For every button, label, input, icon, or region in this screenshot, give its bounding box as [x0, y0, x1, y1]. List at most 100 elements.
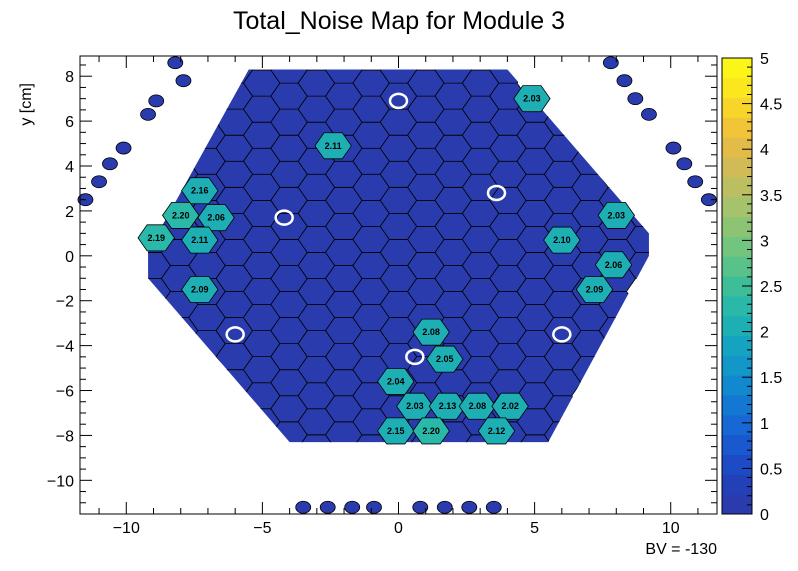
cell-value-label: 2.03 [523, 94, 541, 104]
noise-cell [181, 276, 219, 303]
edge-marker [412, 500, 429, 514]
noise-cell [412, 417, 450, 445]
cell-value-label: 2.11 [191, 235, 208, 245]
color-scale-label: 1 [760, 416, 769, 433]
y-tick-label: 6 [65, 114, 74, 131]
cell-value-label: 2.09 [586, 284, 604, 294]
color-scale-label: 2.5 [760, 279, 782, 296]
edge-marker [366, 500, 382, 514]
color-scale-band [722, 434, 752, 456]
hexagon-cells: 2.03 2.11 2.16 2.20 2.06 2.19 2.11 2.03 2.10 2.06… [137, 69, 649, 445]
edge-marker [665, 141, 682, 155]
cell-value-label: 2.20 [422, 426, 440, 436]
color-scale-label: 0.5 [760, 461, 782, 478]
y-tick-label: −2 [56, 294, 74, 311]
cell-value-label: 2.05 [436, 354, 454, 364]
color-scale-band [722, 58, 752, 79]
cell-value-label: 2.20 [172, 210, 190, 220]
calibration-ring [225, 326, 245, 343]
cell-value-label: 2.09 [191, 284, 209, 294]
edge-marker [461, 500, 478, 514]
cell-value-label: 2.19 [147, 233, 165, 243]
color-scale-band [722, 276, 752, 297]
color-scale-band [722, 196, 752, 218]
cell-value-label: 2.13 [439, 401, 457, 411]
sensor-cell [625, 225, 649, 253]
edge-marker [616, 74, 633, 88]
color-scale-label: 0 [760, 507, 769, 524]
noise-cell [181, 226, 219, 254]
cell-value-label: 2.03 [608, 210, 626, 220]
color-scale-label: 5 [760, 51, 769, 68]
x-tick-label: 10 [662, 520, 680, 537]
edge-marker [91, 175, 107, 189]
color-scale-band [722, 494, 752, 515]
y-tick-label: 0 [65, 249, 74, 266]
cell-value-label: 2.04 [387, 377, 405, 387]
cell-value-label: 2.10 [553, 235, 571, 245]
color-scale-band [722, 395, 752, 416]
color-scale-band [722, 117, 752, 138]
edge-marker [115, 141, 132, 155]
edge-marker [175, 74, 192, 88]
color-scale-label: 4.5 [760, 97, 782, 114]
noise-cell [491, 392, 529, 420]
color-scale-label: 4 [760, 142, 769, 159]
cell-value-label: 2.06 [605, 260, 623, 270]
cell-value-label: 2.15 [387, 426, 405, 436]
color-scale-band [722, 355, 752, 376]
edge-marker [295, 500, 312, 514]
color-scale-band [722, 474, 752, 495]
edge-marker [485, 500, 502, 514]
edge-marker [148, 94, 165, 108]
edge-markers [77, 56, 717, 514]
color-scale-label: 3.5 [760, 188, 782, 205]
noise-cell [513, 85, 551, 113]
cell-value-label: 2.03 [406, 401, 424, 411]
axes: −10 −5 0 5 10 −10 −8 −6 −4 −2 0 2 4 6 8 [47, 55, 718, 537]
cell-value-label: 2.08 [422, 327, 440, 337]
calibration-ring [405, 348, 425, 366]
x-tick-label: −10 [113, 520, 140, 537]
edge-marker [140, 107, 156, 121]
color-scale-band [722, 77, 752, 99]
noise-cell [197, 204, 235, 232]
cell-value-label: 2.12 [488, 426, 506, 436]
color-scale-band [722, 236, 752, 257]
edge-marker [167, 56, 184, 70]
noise-cell [137, 224, 175, 252]
edge-marker [676, 157, 693, 171]
cell-value-label: 2.06 [207, 213, 225, 223]
cell-value-label: 2.02 [501, 401, 519, 411]
x-tick-label: 5 [530, 520, 539, 537]
noise-cell [477, 417, 516, 445]
edge-marker [102, 157, 118, 171]
edge-marker [687, 175, 704, 189]
x-tick-label: 0 [394, 520, 403, 537]
cell-value-label: 2.11 [325, 141, 342, 151]
edge-marker [436, 500, 453, 514]
color-scale-band [722, 295, 752, 317]
noise-cell [181, 177, 219, 205]
color-scale-band [722, 315, 752, 337]
color-scale-band [722, 414, 752, 436]
color-scale-band [722, 157, 752, 178]
y-tick-label: −4 [56, 339, 74, 356]
noise-cell [575, 276, 614, 303]
y-tick-label: −8 [56, 428, 74, 445]
bias-voltage-note: BV = -130 [645, 541, 717, 558]
calibration-ring [486, 184, 507, 202]
noise-cell [314, 132, 352, 160]
edge-marker [641, 107, 657, 121]
noise-cell [543, 226, 581, 254]
color-scale-band [722, 375, 752, 396]
color-scale-band [722, 216, 752, 237]
color-scale-label: 3 [760, 233, 769, 250]
noise-cell [377, 417, 415, 445]
noise-cell [412, 318, 450, 346]
color-scale-band [722, 176, 752, 198]
cell-value-label: 2.08 [469, 401, 487, 411]
noise-cell [597, 201, 636, 229]
calibration-ring [552, 326, 572, 343]
